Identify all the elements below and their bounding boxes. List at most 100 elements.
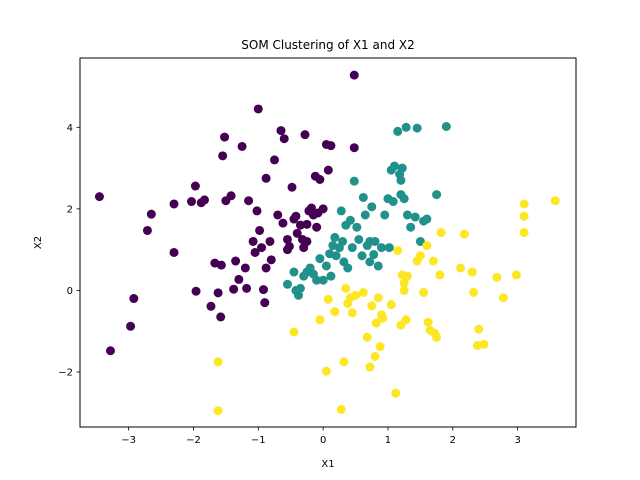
scatter-point bbox=[282, 234, 292, 244]
scatter-point bbox=[347, 243, 357, 253]
x-tick-label: 0 bbox=[320, 435, 326, 446]
scatter-point bbox=[289, 327, 299, 337]
scatter-point bbox=[492, 272, 502, 282]
scatter-point bbox=[315, 254, 325, 264]
y-tick-label: −2 bbox=[58, 367, 73, 378]
scatter-point bbox=[191, 286, 201, 296]
scatter-point bbox=[330, 232, 340, 242]
scatter-point bbox=[295, 283, 305, 293]
scatter-point bbox=[370, 351, 380, 361]
x-tick-label: −2 bbox=[186, 435, 201, 446]
scatter-point bbox=[393, 245, 403, 255]
scatter-point bbox=[338, 236, 348, 246]
scatter-point bbox=[386, 300, 396, 310]
scatter-point bbox=[423, 317, 433, 327]
scatter-point bbox=[397, 163, 407, 173]
y-tick-label: 0 bbox=[67, 286, 73, 297]
scatter-point bbox=[432, 190, 442, 200]
scatter-point bbox=[389, 161, 399, 171]
scatter-point bbox=[365, 362, 375, 372]
scatter-point bbox=[258, 285, 268, 295]
scatter-point bbox=[331, 251, 341, 261]
scatter-point bbox=[365, 257, 375, 267]
scatter-point bbox=[441, 122, 451, 131]
scatter-point bbox=[401, 122, 411, 132]
scatter-point bbox=[373, 261, 383, 271]
scatter-point bbox=[422, 214, 432, 224]
scatter-point bbox=[312, 222, 322, 232]
scatter-point bbox=[467, 267, 477, 277]
scatter-point bbox=[469, 287, 479, 297]
scatter-point bbox=[312, 275, 322, 285]
y-axis-ticks: −2 0 2 4 bbox=[58, 123, 80, 378]
scatter-point bbox=[362, 332, 372, 342]
chart-title: SOM Clustering of X1 and X2 bbox=[241, 38, 415, 52]
scatter-point bbox=[142, 225, 152, 235]
scatter-point bbox=[126, 321, 136, 331]
scatter-point bbox=[399, 278, 409, 288]
scatter-point bbox=[169, 247, 179, 257]
scatter-point bbox=[190, 181, 200, 191]
scatter-point bbox=[519, 228, 529, 238]
scatter-point bbox=[229, 284, 239, 294]
scatter-point bbox=[347, 308, 357, 318]
scatter-point bbox=[169, 199, 179, 209]
scatter-point bbox=[367, 301, 377, 311]
x-tick-label: 3 bbox=[514, 435, 520, 446]
scatter-point bbox=[318, 275, 328, 285]
scatter-point bbox=[357, 251, 367, 261]
scatter-point bbox=[401, 315, 411, 325]
scatter-point bbox=[349, 70, 359, 80]
scatter-point bbox=[260, 298, 270, 308]
cluster-2-points bbox=[213, 196, 560, 416]
scatter-point bbox=[129, 294, 139, 304]
x-axis-ticks: −3 −2 −1 0 1 2 3 bbox=[121, 427, 521, 446]
scatter-point bbox=[436, 228, 446, 238]
scatter-point bbox=[341, 283, 351, 293]
scatter-point bbox=[146, 209, 156, 219]
scatter-point bbox=[380, 210, 390, 220]
scatter-point bbox=[321, 366, 331, 376]
scatter-point bbox=[373, 293, 383, 303]
scatter-point bbox=[367, 202, 377, 212]
scatter-point bbox=[351, 290, 361, 300]
scatter-point bbox=[213, 357, 223, 367]
scatter-point bbox=[323, 294, 333, 304]
scatter-point bbox=[388, 197, 398, 207]
scatter-point bbox=[302, 236, 312, 246]
scatter-point bbox=[206, 301, 216, 311]
scatter-point bbox=[315, 315, 325, 325]
scatter-point bbox=[376, 243, 386, 253]
scatter-point bbox=[352, 222, 362, 232]
y-axis-label: X2 bbox=[33, 236, 44, 249]
scatter-point bbox=[323, 165, 333, 175]
x-axis-label: X1 bbox=[321, 459, 334, 470]
scatter-point bbox=[456, 263, 466, 273]
scatter-point bbox=[253, 104, 263, 114]
scatter-point bbox=[273, 210, 283, 220]
scatter-point bbox=[257, 243, 267, 253]
scatter-point bbox=[315, 175, 325, 184]
scatter-point bbox=[358, 192, 368, 202]
scatter-point bbox=[519, 211, 529, 221]
scatter-point bbox=[240, 263, 250, 273]
scatter-point bbox=[345, 215, 355, 225]
scatter-point bbox=[261, 173, 271, 183]
scatter-point bbox=[349, 143, 359, 153]
scatter-point bbox=[292, 228, 302, 238]
plot-frame bbox=[79, 57, 577, 428]
points-layer bbox=[94, 70, 560, 416]
cluster-0-points bbox=[94, 70, 359, 356]
scatter-point bbox=[415, 236, 425, 246]
scatter-point bbox=[498, 293, 508, 303]
scatter-point bbox=[234, 274, 244, 284]
scatter-point bbox=[306, 203, 316, 213]
scatter-point bbox=[384, 243, 394, 253]
scatter-point bbox=[187, 197, 197, 207]
scatter-point bbox=[330, 307, 340, 317]
scatter-point bbox=[300, 130, 310, 140]
scatter-point bbox=[511, 270, 521, 280]
scatter-point bbox=[406, 222, 416, 232]
